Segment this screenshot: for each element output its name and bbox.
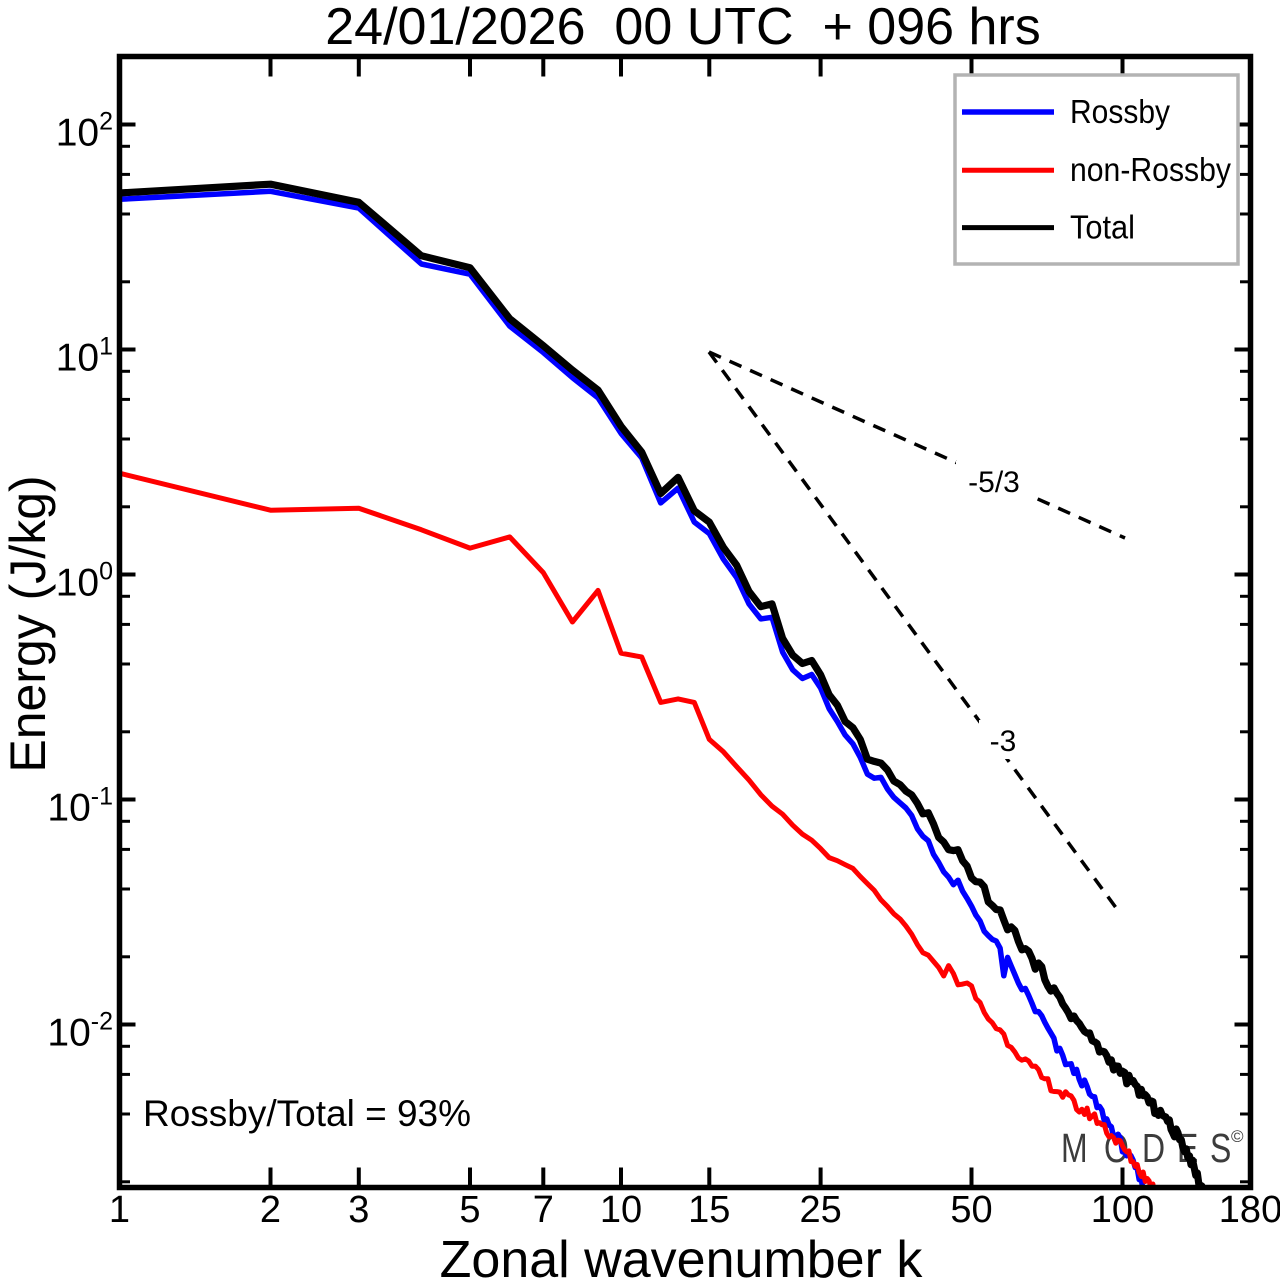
svg-text:25: 25 bbox=[799, 1189, 841, 1231]
svg-text:Energy (J/kg): Energy (J/kg) bbox=[0, 475, 56, 772]
svg-text:24/01/2026 00 UTC + 096 hrs: 24/01/2026 00 UTC + 096 hrs bbox=[325, 0, 1040, 56]
svg-text:3: 3 bbox=[348, 1189, 369, 1231]
svg-text:7: 7 bbox=[533, 1189, 554, 1231]
svg-text:5: 5 bbox=[459, 1189, 480, 1231]
svg-text:non-Rossby: non-Rossby bbox=[1070, 152, 1231, 189]
svg-text:Total: Total bbox=[1070, 210, 1135, 247]
svg-text:Rossby/Total = 93%: Rossby/Total = 93% bbox=[143, 1093, 471, 1134]
svg-text:50: 50 bbox=[950, 1189, 992, 1231]
svg-text:10: 10 bbox=[600, 1189, 642, 1231]
svg-text:15: 15 bbox=[688, 1189, 730, 1231]
svg-text:Zonal wavenumber k: Zonal wavenumber k bbox=[440, 1231, 924, 1281]
svg-text:1: 1 bbox=[109, 1189, 130, 1231]
svg-text:Rossby: Rossby bbox=[1070, 94, 1170, 131]
svg-text:-3: -3 bbox=[990, 725, 1017, 758]
svg-text:100: 100 bbox=[1091, 1189, 1154, 1231]
svg-text:D: D bbox=[1142, 1125, 1165, 1171]
svg-text:-5/3: -5/3 bbox=[968, 466, 1020, 499]
svg-text:2: 2 bbox=[260, 1189, 281, 1231]
svg-text:180: 180 bbox=[1219, 1189, 1280, 1231]
svg-text:©: © bbox=[1231, 1127, 1244, 1146]
svg-text:S: S bbox=[1210, 1125, 1231, 1171]
svg-text:M: M bbox=[1061, 1125, 1088, 1171]
